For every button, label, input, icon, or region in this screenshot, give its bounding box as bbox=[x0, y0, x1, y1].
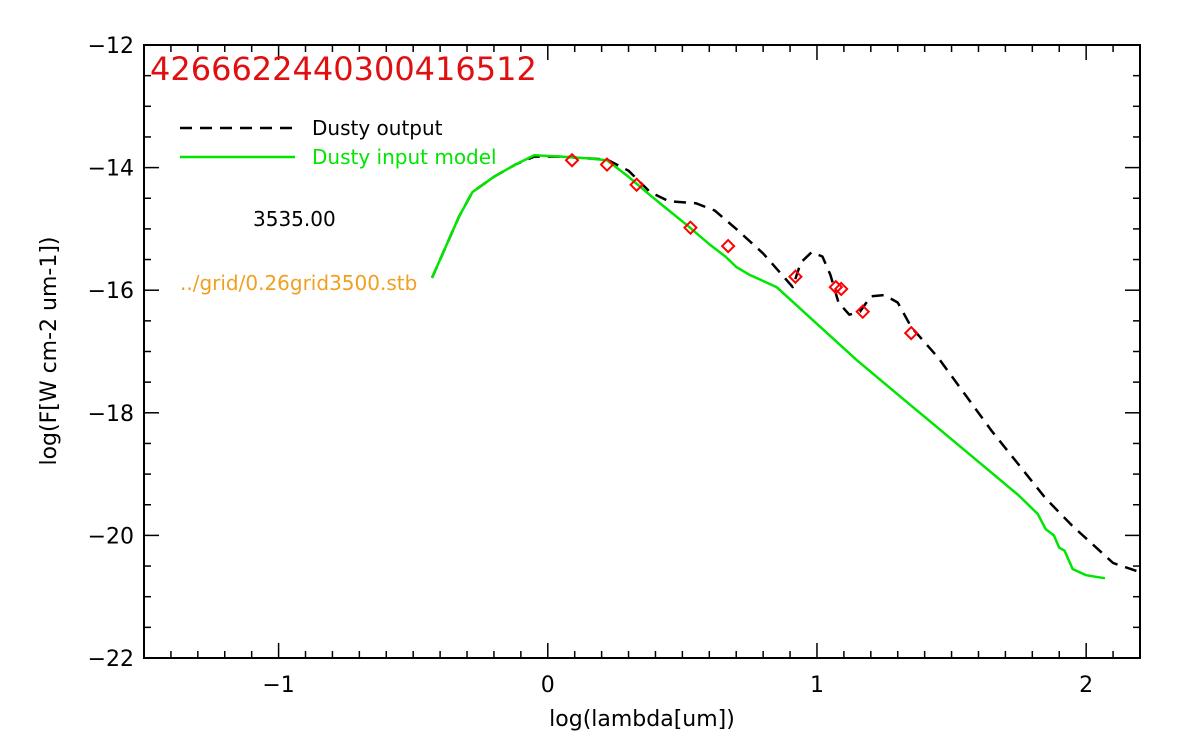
legend: Dusty output Dusty input model bbox=[180, 116, 497, 169]
photometry-diamond-marker bbox=[720, 238, 736, 254]
photometry-diamond-marker bbox=[564, 152, 580, 168]
x-tick-label: −1 bbox=[262, 673, 294, 698]
photometry-diamond-marker bbox=[599, 157, 615, 172]
major-ticks bbox=[144, 44, 1140, 659]
grid-file-annotation: ../grid/0.26grid3500.stb bbox=[180, 271, 417, 295]
photometry-diamond-marker bbox=[629, 177, 645, 193]
y-tick-label: −12 bbox=[88, 34, 134, 59]
tick-labels: −1 0 1 2 −22 −20 −18 −16 −14 −12 bbox=[88, 34, 1094, 698]
photometry-diamond-marker bbox=[855, 304, 871, 320]
value-annotation: 3535.00 bbox=[253, 207, 336, 231]
chart-title-id: 4266622440300416512 bbox=[150, 50, 537, 88]
photometry-diamond-marker bbox=[833, 281, 849, 297]
x-axis-title: log(lambda[um]) bbox=[549, 707, 735, 732]
photometry-diamond-marker bbox=[683, 220, 698, 236]
x-tick-label: 1 bbox=[810, 673, 824, 698]
y-axis-title: log(F[W cm-2 um-1]) bbox=[37, 236, 62, 465]
legend-label-dusty-input: Dusty input model bbox=[312, 145, 497, 169]
x-tick-label: 2 bbox=[1079, 673, 1093, 698]
series-layer bbox=[430, 154, 1141, 580]
minor-ticks bbox=[143, 45, 1141, 658]
photometry-diamond-marker bbox=[788, 269, 803, 285]
y-tick-label: −20 bbox=[88, 524, 134, 549]
plot-frame bbox=[143, 44, 1141, 659]
y-tick-label: −16 bbox=[88, 279, 134, 304]
marker-layer bbox=[564, 152, 919, 341]
y-tick-label: −14 bbox=[88, 157, 134, 182]
legend-label-dusty-output: Dusty output bbox=[312, 116, 443, 140]
y-tick-label: −18 bbox=[88, 402, 134, 427]
y-tick-label: −22 bbox=[88, 647, 134, 672]
photometry-diamond-marker bbox=[903, 325, 919, 341]
x-tick-label: 0 bbox=[541, 673, 555, 698]
dusty-input-model-line bbox=[430, 154, 1106, 580]
